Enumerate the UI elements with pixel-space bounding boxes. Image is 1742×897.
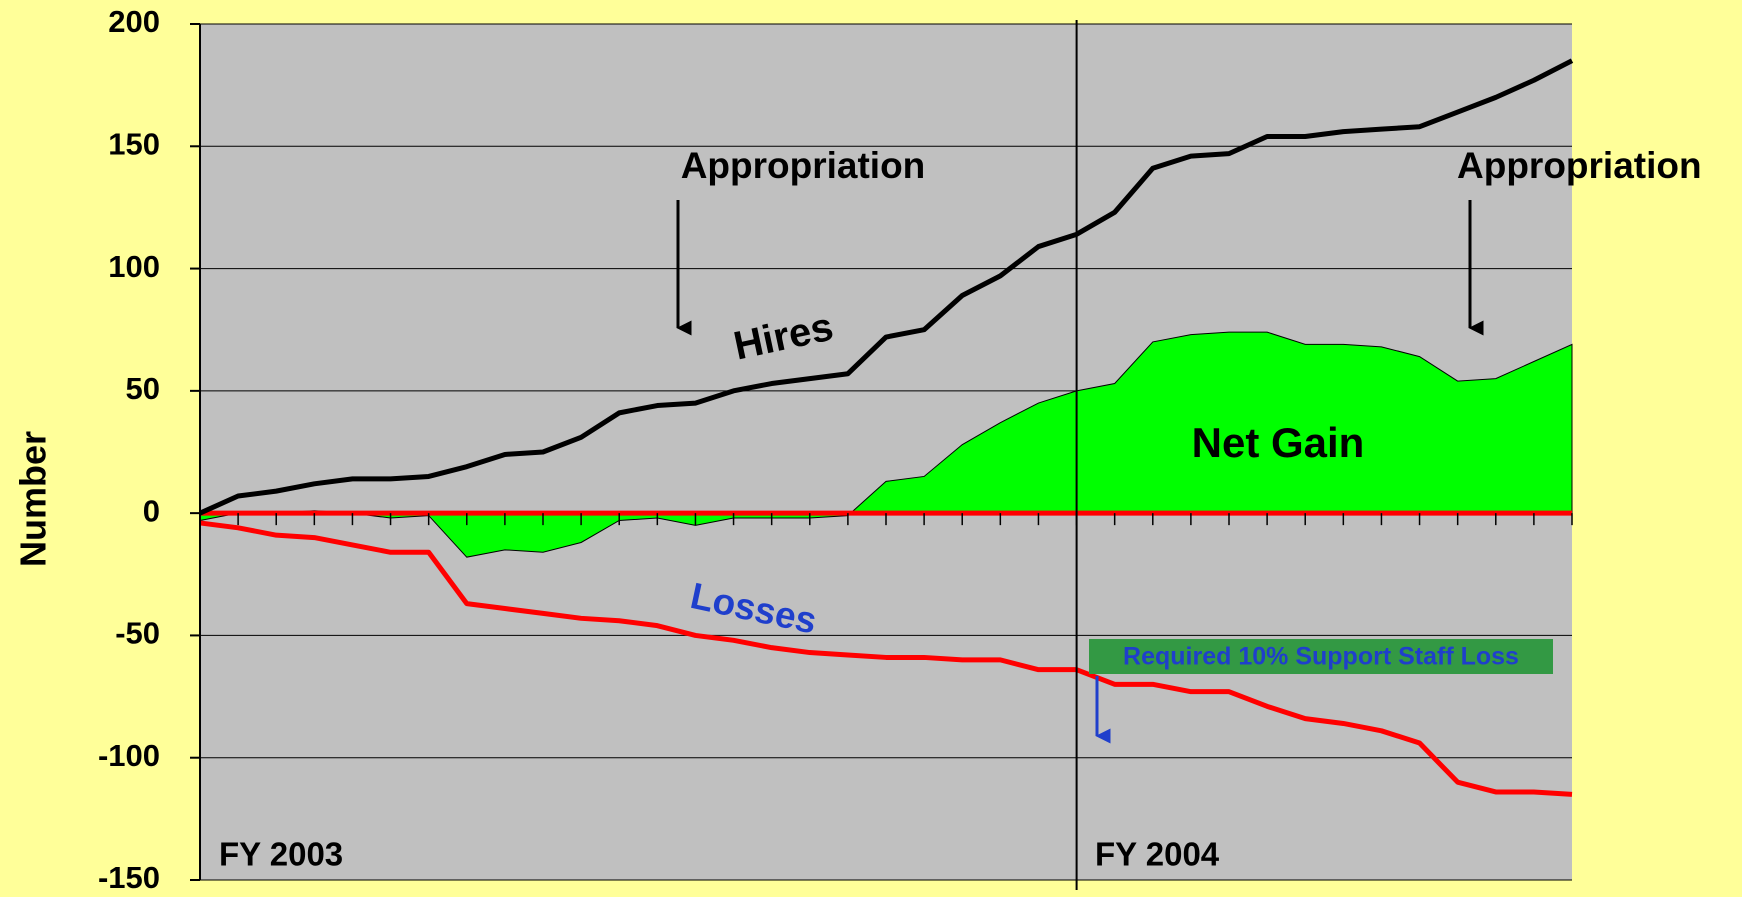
line bbox=[199, 520, 1573, 797]
line bbox=[198, 58, 1574, 516]
annotation-box bbox=[1089, 639, 1553, 674]
area bbox=[199, 331, 1573, 558]
y-tick-label: 200 bbox=[108, 4, 160, 39]
annotation: Required 10% Support Staff Loss bbox=[1123, 643, 1519, 671]
y-tick-label: 100 bbox=[108, 249, 160, 284]
series-label: Net Gain bbox=[1192, 419, 1365, 466]
y-axis-label: Number bbox=[13, 431, 54, 567]
annotation: Appropriation bbox=[681, 145, 926, 186]
annotation: Appropriation bbox=[1457, 145, 1702, 186]
annotation: FY 2003 bbox=[219, 836, 343, 873]
y-tick-label: -50 bbox=[115, 616, 160, 651]
y-tick-label: 0 bbox=[143, 493, 160, 528]
y-tick-label: 150 bbox=[108, 126, 160, 161]
y-tick-label: -150 bbox=[98, 860, 160, 895]
marks bbox=[198, 58, 1574, 797]
y-tick-label: -100 bbox=[98, 738, 160, 773]
y-tick-label: 50 bbox=[126, 371, 160, 406]
annotation: FY 2004 bbox=[1095, 836, 1220, 873]
